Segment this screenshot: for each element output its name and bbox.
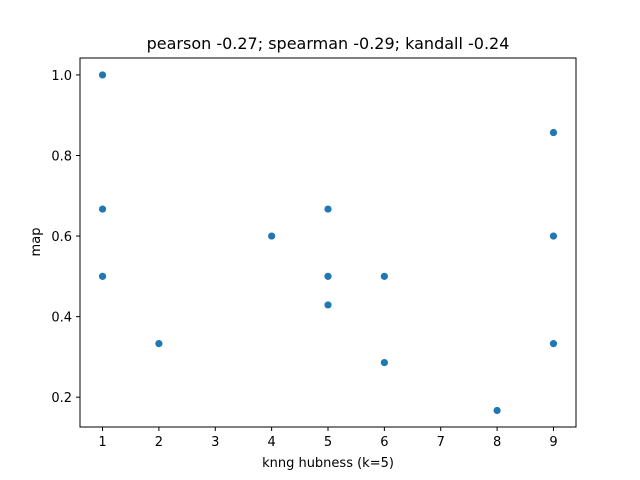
scatter-point [493,406,501,415]
x-tick-label: 4 [267,435,275,450]
scatter-point [324,205,332,213]
scatter-point [549,340,558,348]
data-points [98,71,558,415]
chart-title: pearson -0.27; spearman -0.29; kandall -… [147,34,510,53]
scatter-point [324,301,332,309]
x-axis-label: knng hubness (k=5) [262,456,394,471]
x-tick-label: 9 [549,435,557,450]
scatter-point [98,71,107,79]
x-tick-label: 5 [324,435,332,450]
x-tick-label: 1 [98,435,106,450]
y-tick-label: 0.8 [51,149,72,164]
scatter-point [380,358,388,367]
y-tick-label: 0.6 [51,230,72,245]
scatter-point [268,232,276,240]
x-tick-label: 2 [155,435,163,450]
y-axis-ticks: 0.2 0.4 0.6 0.8 1.0 [51,69,80,406]
y-tick-label: 0.4 [51,311,72,326]
x-axis-ticks: 1 2 3 4 5 6 7 8 9 [98,427,558,450]
y-tick-label: 1.0 [51,69,72,84]
scatter-point [549,232,558,240]
scatter-point [155,340,163,348]
axes-frame [79,57,577,428]
y-tick-label: 0.2 [51,391,72,406]
x-tick-label: 6 [380,435,388,450]
scatter-point [380,272,388,280]
x-tick-label: 3 [211,435,219,450]
x-tick-label: 7 [437,435,445,450]
y-axis-label: map [29,228,44,257]
plot-area [79,57,577,428]
scatter-point [324,272,332,280]
x-tick-label: 8 [493,435,501,450]
scatter-point [98,272,107,280]
scatter-point [98,205,107,213]
scatter-point [549,128,558,137]
